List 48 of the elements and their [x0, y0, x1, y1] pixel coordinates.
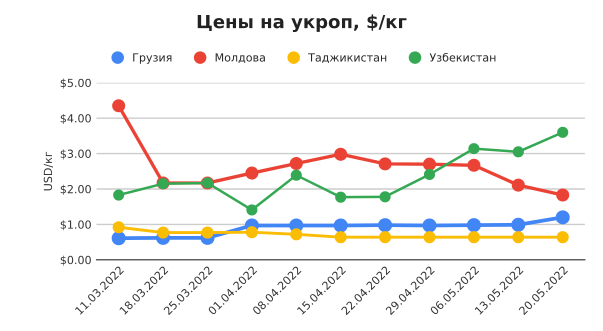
point	[466, 218, 481, 232]
point	[378, 218, 392, 232]
y-axis-title: USD/кг	[44, 152, 53, 190]
point	[422, 158, 436, 171]
point	[512, 231, 524, 244]
point	[468, 143, 480, 154]
point	[112, 221, 125, 234]
point	[467, 158, 480, 172]
point	[201, 226, 214, 239]
point	[290, 228, 302, 240]
point	[557, 126, 568, 138]
legend-label: Таджикистан	[308, 53, 386, 64]
point	[334, 148, 348, 161]
point	[380, 191, 391, 202]
point	[556, 210, 570, 224]
point	[290, 170, 302, 181]
point	[290, 156, 303, 170]
point	[512, 178, 525, 192]
chart-title: Цены на укроп, $/кг	[198, 14, 406, 32]
point	[511, 218, 526, 232]
point	[423, 231, 436, 244]
y-tick-label: $2.00	[60, 184, 91, 195]
point	[378, 157, 392, 170]
legend-label: Молдова	[216, 53, 265, 64]
y-tick-label: $1.00	[60, 220, 91, 230]
point	[422, 218, 437, 232]
point	[334, 231, 347, 244]
point	[334, 218, 348, 232]
legend-label: Грузия	[133, 53, 172, 64]
point	[424, 168, 436, 180]
point	[468, 231, 480, 244]
y-tick-label: $0.00	[60, 256, 91, 266]
point	[246, 226, 258, 238]
y-tick-label: $4.00	[60, 114, 91, 124]
point	[112, 99, 126, 112]
point	[113, 189, 124, 201]
point	[556, 188, 570, 202]
point	[512, 146, 524, 158]
y-tick-label: $3.00	[60, 149, 91, 160]
point	[246, 204, 258, 216]
y-tick-label: $5.00	[60, 78, 91, 89]
point	[157, 226, 170, 239]
point	[245, 166, 258, 180]
point	[379, 231, 392, 244]
legend-label: Узбекистан	[430, 52, 496, 62]
point	[335, 192, 346, 203]
point	[112, 231, 126, 246]
point	[556, 231, 569, 244]
